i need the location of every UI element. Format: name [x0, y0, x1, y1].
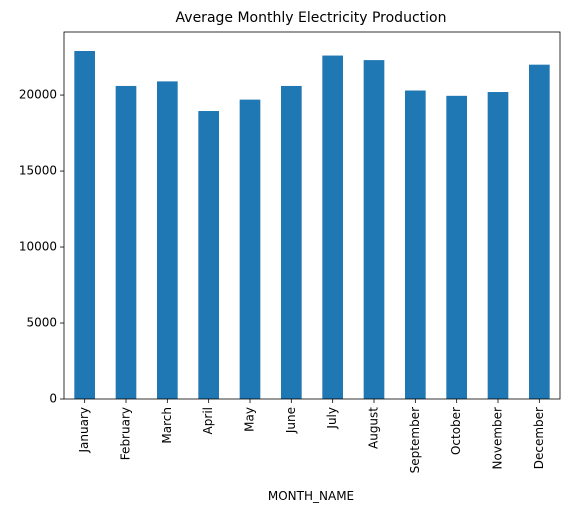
y-tick-label: 15000 [19, 164, 57, 178]
bar-march [157, 81, 178, 400]
x-tick-label-march: March [160, 407, 174, 444]
x-tick-label-february: February [119, 407, 133, 460]
y-axis: 0 5000 10000 15000 20000 [19, 88, 64, 406]
bar-may [239, 99, 261, 400]
plot-frame [63, 31, 561, 400]
x-tick-label-august: August [367, 407, 381, 449]
x-tick-label-july: July [325, 407, 339, 430]
bar-june [281, 85, 302, 399]
bar-july [322, 55, 343, 399]
x-tick-label-october: October [449, 407, 463, 455]
x-axis: January February March April May June July Augu… [77, 399, 546, 473]
x-tick-label-may: May [243, 407, 257, 432]
x-tick-label-november: November [491, 407, 505, 469]
bar-september [405, 90, 426, 399]
bar-february [115, 85, 137, 399]
x-tick-label-june: June [284, 407, 298, 434]
y-tick-label: 20000 [19, 88, 57, 102]
bar-april [198, 111, 219, 400]
bar-january [74, 50, 95, 400]
x-tick-label-september: September [408, 407, 422, 473]
x-tick-label-january: January [77, 407, 91, 454]
bar-december [529, 64, 550, 399]
x-tick-label-april: April [201, 407, 215, 434]
bar-november [487, 92, 509, 399]
y-tick-label: 10000 [19, 240, 57, 254]
bar-august [363, 60, 385, 400]
y-tick-label: 5000 [26, 316, 57, 330]
bar-october [446, 95, 467, 400]
y-tick-label: 0 [49, 392, 57, 406]
x-axis-label: MONTH_NAME [268, 489, 354, 503]
x-tick-label-december: December [532, 407, 546, 469]
bars-group [74, 50, 550, 400]
chart-title: Average Monthly Electricity Production [176, 10, 447, 26]
